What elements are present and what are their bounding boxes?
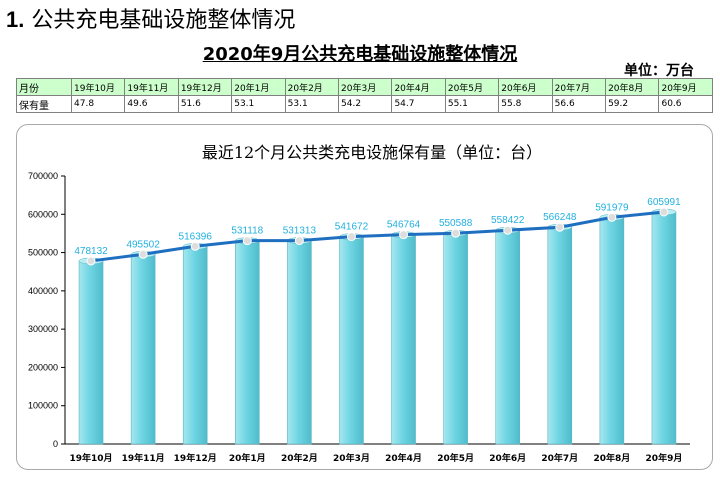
bar — [182, 245, 208, 445]
x-category-label: 19年10月 — [70, 452, 113, 464]
bar — [391, 234, 416, 445]
line-point — [86, 256, 96, 266]
line-point — [555, 222, 565, 232]
table-value-cell: 54.2 — [338, 95, 393, 113]
table-month-cell: 20年8月 — [605, 78, 660, 96]
x-category-label: 19年11月 — [122, 452, 165, 464]
bar — [547, 226, 573, 445]
x-category-label: 19年12月 — [174, 452, 217, 464]
x-category-label: 20年6月 — [489, 452, 526, 464]
y-tick-label: 100000 — [28, 401, 58, 411]
line-point — [294, 236, 304, 246]
data-label: 591979 — [595, 202, 629, 213]
table-month-cell: 20年2月 — [284, 78, 340, 96]
table-value-cell: 47.8 — [70, 95, 126, 113]
section-subtitle: 2020年9月公共充电基础设施整体情况 — [202, 44, 518, 65]
y-tick-label: 600000 — [28, 209, 58, 219]
line-point — [607, 212, 617, 222]
table-value-cell: 59.2 — [605, 95, 660, 113]
y-tick-label: 400000 — [28, 286, 58, 296]
bar — [339, 236, 364, 445]
table-value-cell: 51.6 — [177, 95, 233, 113]
table-header-row: 月份 19年10月 19年11月 19年12月 20年1月 20年2月 20年3… — [16, 78, 713, 96]
x-category-label: 20年9月 — [646, 452, 683, 464]
data-label: 550588 — [439, 218, 473, 229]
series-line — [90, 210, 665, 263]
data-label: 478132 — [74, 246, 108, 257]
data-label: 558422 — [491, 215, 525, 226]
y-tick-label: 300000 — [28, 324, 58, 334]
x-category-label: 20年1月 — [229, 452, 266, 464]
heading-number: 1. — [6, 7, 25, 32]
bar — [651, 211, 677, 445]
data-label: 566248 — [543, 212, 577, 223]
x-category-label: 20年2月 — [281, 452, 318, 464]
x-category-label: 20年7月 — [541, 452, 578, 464]
line-point — [138, 249, 148, 259]
y-tick-label: 700000 — [28, 171, 58, 181]
x-category-label: 20年4月 — [385, 452, 422, 464]
data-label: 495502 — [126, 239, 160, 250]
table-value-cell: 55.8 — [498, 95, 553, 113]
line-point — [399, 230, 409, 240]
data-label: 541672 — [335, 222, 369, 233]
x-category-label: 20年3月 — [333, 452, 370, 464]
table-value-cell: 49.6 — [124, 95, 179, 113]
table-row-label-count: 保有量 — [16, 95, 72, 113]
line-point — [451, 228, 461, 238]
data-label: 546764 — [387, 220, 421, 231]
chart-title: 最近12个月公共类充电设施保有量（单位：台） — [202, 143, 542, 162]
table-value-row: 保有量 47.8 49.6 51.6 53.1 53.1 54.2 54.7 5… — [16, 95, 713, 113]
table-value-cell: 53.1 — [284, 95, 340, 113]
table-value-cell: 56.6 — [551, 95, 607, 113]
data-label: 531313 — [283, 226, 317, 237]
line-point — [190, 241, 200, 251]
y-tick-label: 200000 — [28, 362, 58, 372]
data-table: 月份 19年10月 19年11月 19年12月 20年1月 20年2月 20年3… — [16, 78, 713, 113]
table-month-cell: 19年10月 — [70, 78, 126, 96]
y-tick-label: 0 — [53, 439, 58, 449]
page-heading: 1. 公共充电基础设施整体情况 — [6, 2, 295, 34]
line-point — [659, 207, 669, 217]
table-month-cell: 20年6月 — [498, 78, 553, 96]
table-month-cell: 20年9月 — [658, 78, 713, 96]
table-month-cell: 20年3月 — [338, 78, 393, 96]
unit-label: 单位：万台 — [624, 63, 694, 79]
table-value-cell: 53.1 — [231, 95, 286, 113]
bar — [443, 232, 468, 445]
table-value-cell: 55.1 — [444, 95, 500, 113]
y-tick-label: 500000 — [28, 248, 58, 258]
bar — [495, 229, 520, 445]
heading-text: 公共充电基础设施整体情况 — [31, 8, 296, 33]
bar — [287, 240, 312, 445]
x-category-label: 20年5月 — [437, 452, 474, 464]
bar — [130, 253, 156, 445]
data-label: 516396 — [179, 231, 213, 242]
data-label: 531118 — [231, 226, 263, 237]
table-value-cell: 60.6 — [658, 95, 713, 113]
table-month-cell: 19年12月 — [177, 78, 233, 96]
table-value-cell: 54.7 — [391, 95, 446, 113]
bar — [599, 217, 625, 445]
line-point — [242, 236, 252, 246]
table-month-cell: 20年4月 — [391, 78, 446, 96]
line-point — [346, 232, 356, 242]
line-point — [503, 225, 513, 235]
x-category-label: 20年8月 — [593, 452, 630, 464]
bar — [235, 240, 260, 445]
bar — [78, 260, 104, 445]
data-label: 605991 — [647, 197, 681, 208]
